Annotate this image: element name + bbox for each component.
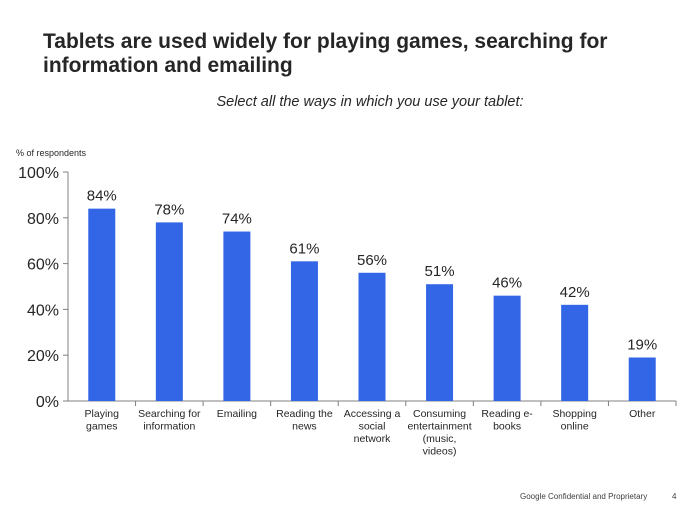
data-label: 78% bbox=[154, 201, 184, 218]
data-label: 61% bbox=[289, 240, 319, 257]
x-tick-label: Shopping online bbox=[552, 408, 597, 433]
x-tick-label-line: Playing bbox=[85, 408, 120, 420]
x-tick-label: Reading e-books bbox=[481, 408, 533, 433]
x-tick-label-line: social bbox=[359, 421, 386, 433]
y-tick-label: 100% bbox=[18, 165, 59, 182]
data-label: 46% bbox=[492, 275, 522, 292]
x-tick-label-line: information bbox=[143, 421, 195, 433]
data-label: 19% bbox=[627, 336, 657, 353]
x-tick-label-line: Other bbox=[629, 408, 656, 420]
bar bbox=[628, 357, 656, 401]
x-tick-label-line: (music, bbox=[423, 433, 457, 445]
bar bbox=[561, 304, 589, 401]
x-tick-label-line: network bbox=[354, 433, 392, 445]
x-tick-label-line: Searching for bbox=[138, 408, 201, 420]
bar bbox=[426, 284, 454, 401]
bar bbox=[358, 272, 386, 401]
x-tick-label-line: games bbox=[86, 421, 118, 433]
bar bbox=[223, 231, 251, 401]
x-tick-label: Playing games bbox=[85, 408, 120, 433]
data-label: 51% bbox=[425, 263, 455, 280]
x-tick-label-line: Reading the bbox=[276, 408, 333, 420]
x-tick-label-line: Consuming bbox=[413, 408, 466, 420]
bar bbox=[155, 222, 183, 401]
bar bbox=[88, 208, 116, 401]
bar bbox=[493, 295, 521, 401]
y-tick-label: 0% bbox=[36, 394, 59, 411]
y-tick-label: 60% bbox=[27, 257, 59, 274]
x-tick-label: Accessing a social network bbox=[344, 408, 401, 445]
page-number: 4 bbox=[672, 492, 677, 501]
x-tick-label-line: online bbox=[561, 421, 589, 433]
x-tick-label: Emailing bbox=[217, 408, 257, 420]
x-tick-label: Consuming entertainment (music, videos) bbox=[407, 408, 471, 458]
x-tick-label-line: Shopping bbox=[552, 408, 597, 420]
footer-confidential: Google Confidential and Proprietary bbox=[520, 492, 648, 501]
data-label: 56% bbox=[357, 252, 387, 269]
y-tick-label: 80% bbox=[27, 211, 59, 228]
x-tick-label-line: Emailing bbox=[217, 408, 257, 420]
x-tick-label-line: news bbox=[292, 421, 317, 433]
slide-title: Tablets are used widely for playing game… bbox=[43, 30, 608, 77]
chart-question-subtitle: Select all the ways in which you use you… bbox=[216, 94, 524, 110]
bar bbox=[290, 261, 318, 401]
x-tick-label-line: Accessing a bbox=[344, 408, 401, 420]
y-tick-label: 40% bbox=[27, 302, 59, 319]
x-tick-label-line: books bbox=[493, 421, 521, 433]
y-axis-label: % of respondents bbox=[16, 148, 87, 158]
x-tick-label-line: entertainment bbox=[407, 421, 471, 433]
y-tick-label: 20% bbox=[27, 348, 59, 365]
x-tick-label: Searching for information bbox=[138, 408, 201, 433]
data-label: 74% bbox=[222, 211, 252, 228]
data-label: 84% bbox=[87, 188, 117, 205]
x-tick-label: Other bbox=[629, 408, 656, 420]
x-tick-label: Reading the news bbox=[276, 408, 333, 433]
data-label: 42% bbox=[560, 284, 590, 301]
x-tick-label-line: Reading e- bbox=[481, 408, 533, 420]
x-tick-label-line: videos) bbox=[423, 446, 457, 458]
